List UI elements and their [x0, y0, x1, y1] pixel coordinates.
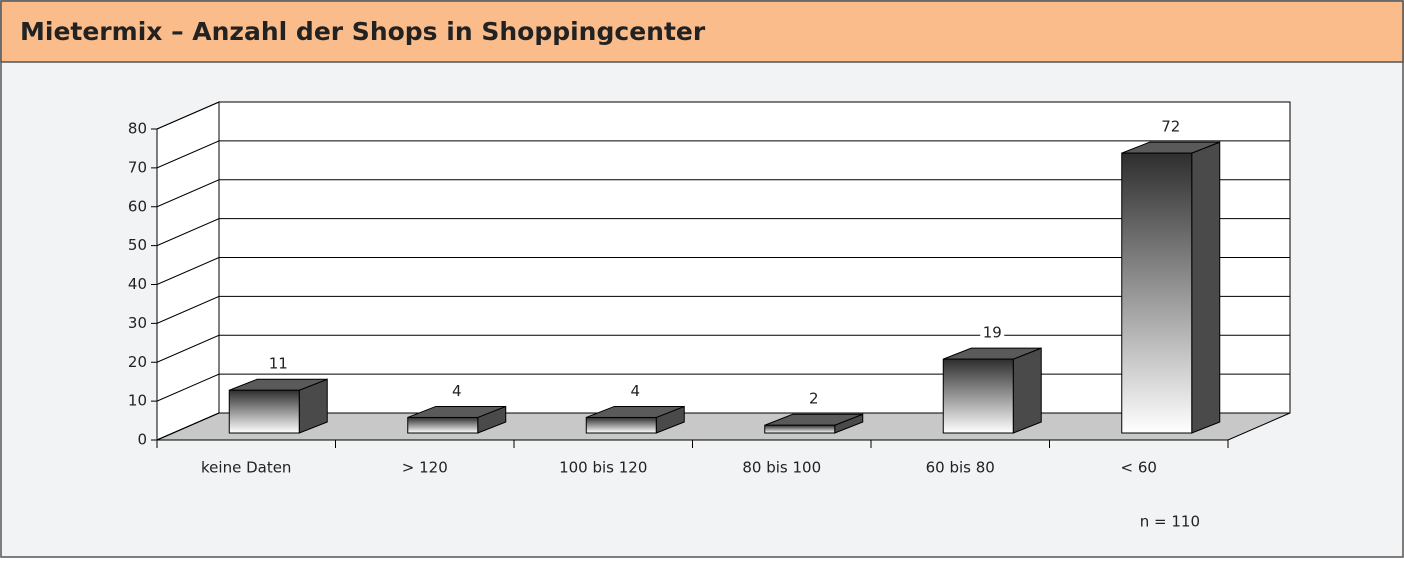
chart-title: Mietermix – Anzahl der Shops in Shopping…	[20, 17, 706, 46]
value-label-bg	[444, 382, 469, 401]
x-tick-label: 60 bis 80	[926, 459, 995, 477]
value-label: 19	[983, 324, 1002, 342]
y-tick-label: 20	[128, 353, 147, 371]
bar	[585, 416, 657, 434]
header	[0, 0, 1404, 63]
grid-line	[156, 295, 1290, 324]
grid-line	[156, 412, 1290, 441]
bar-side	[1191, 141, 1221, 434]
value-label: 72	[1161, 118, 1180, 136]
y-tick-label: 70	[128, 158, 147, 176]
value-label: 4	[630, 382, 640, 400]
grid-line	[156, 373, 1290, 402]
x-tick-label: > 120	[402, 459, 448, 477]
y-tick-label: 80	[128, 120, 147, 138]
value-label-bg	[801, 390, 826, 409]
y-tick-label: 40	[128, 275, 147, 293]
grid-line	[156, 257, 1290, 285]
bar-side	[1012, 347, 1042, 434]
y-tick-label: 30	[128, 314, 147, 332]
grid-line	[156, 101, 1290, 130]
x-tick-label: 100 bis 120	[559, 459, 647, 477]
value-label-bg	[1158, 118, 1183, 137]
value-label: 11	[269, 355, 288, 373]
y-tick-label: 10	[128, 392, 147, 410]
x-tick-label: keine Daten	[201, 459, 291, 477]
value-label-bg	[623, 382, 648, 401]
grid-line	[156, 218, 1290, 247]
grid-line	[156, 140, 1290, 169]
y-tick-label: 60	[128, 197, 147, 215]
x-tick-label: < 60	[1121, 459, 1157, 477]
bar	[764, 424, 836, 434]
grid-line	[156, 334, 1290, 363]
bar	[942, 358, 1014, 434]
value-label: 2	[809, 390, 819, 408]
note: n = 110	[1140, 513, 1200, 531]
x-tick-label: 80 bis 100	[742, 459, 821, 477]
grid-line	[156, 179, 1290, 208]
bar	[228, 389, 300, 434]
bar	[407, 416, 479, 434]
y-tick-label: 0	[137, 431, 147, 449]
bar	[1121, 152, 1193, 434]
value-label-bg	[266, 355, 291, 374]
value-label: 4	[452, 382, 462, 400]
value-label-bg	[980, 324, 1005, 343]
y-tick-label: 50	[128, 236, 147, 254]
